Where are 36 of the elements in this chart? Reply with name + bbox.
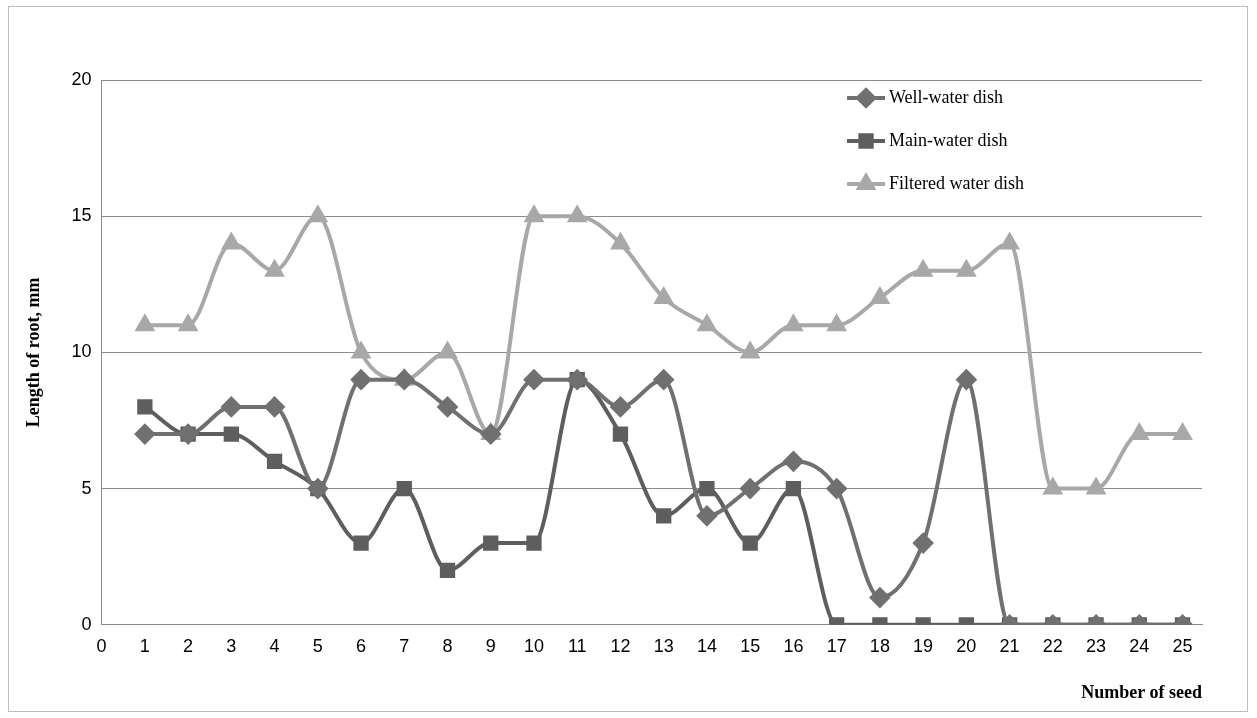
x-tick-label: 11 <box>567 635 587 656</box>
x-tick-label: 6 <box>356 635 367 656</box>
x-tick-label: 10 <box>523 635 545 656</box>
x-tick-label: 21 <box>999 635 1020 656</box>
x-tick-label: 0 <box>96 635 107 656</box>
x-tick-label: 18 <box>869 635 890 656</box>
x-tick-label: 4 <box>269 635 280 656</box>
y-axis-title: Length of root, mm <box>23 277 44 428</box>
x-tick-label: 22 <box>1042 635 1063 656</box>
x-tick-label: 7 <box>399 635 410 656</box>
x-tick-label: 1 <box>139 635 150 656</box>
x-tick-label: 12 <box>610 635 631 656</box>
x-tick-label: 8 <box>442 635 453 656</box>
y-tick-label: 10 <box>71 341 92 362</box>
x-tick-label: 16 <box>783 635 804 656</box>
x-tick-label: 15 <box>740 635 761 656</box>
x-tick-label: 20 <box>956 635 977 656</box>
x-tick-label: 24 <box>1129 635 1150 656</box>
legend-label: Main-water dish <box>889 129 1008 150</box>
x-tick-label: 14 <box>696 635 717 656</box>
x-tick-label: 2 <box>183 635 194 656</box>
y-tick-label: 5 <box>81 477 92 498</box>
y-tick-label: 15 <box>71 205 92 226</box>
x-tick-label: 3 <box>226 635 237 656</box>
legend-label: Filtered water dish <box>889 172 1024 193</box>
x-tick-label: 5 <box>312 635 323 656</box>
x-axis-title: Number of seed <box>1081 681 1202 702</box>
x-tick-label: 9 <box>485 635 496 656</box>
x-tick-label: 23 <box>1086 635 1107 656</box>
y-tick-label: 20 <box>71 68 92 89</box>
x-tick-label: 17 <box>826 635 847 656</box>
x-tick-label: 25 <box>1172 635 1193 656</box>
x-tick-label: 13 <box>653 635 674 656</box>
y-tick-label: 0 <box>81 613 92 634</box>
legend-label: Well-water dish <box>889 86 1004 107</box>
x-tick-label: 19 <box>913 635 934 656</box>
